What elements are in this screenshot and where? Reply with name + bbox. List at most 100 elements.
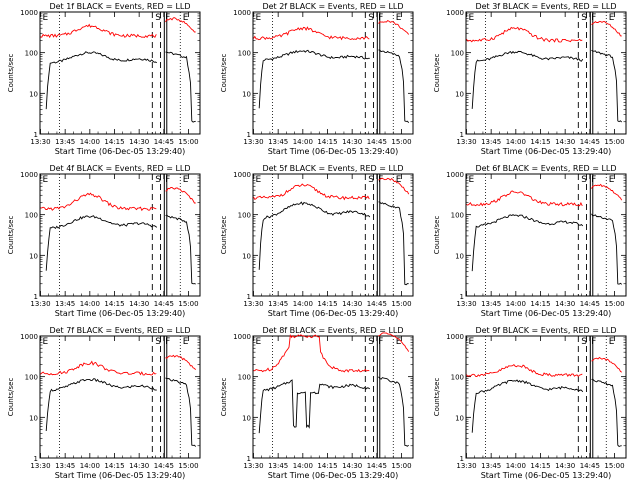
x-axis-label: Start Time (06-Dec-05 13:29:40): [481, 147, 612, 156]
x-tick-label: 14:00: [293, 300, 313, 308]
events-line-segment-2: [591, 378, 622, 448]
panel-title: Det 9f BLACK = Events, RED = LLD: [475, 326, 616, 335]
marker-label-s: S: [368, 337, 374, 347]
x-tick-label: 14:45: [367, 300, 387, 308]
x-tick-label: 14:30: [555, 462, 575, 470]
x-tick-label: 13:30: [243, 462, 263, 470]
x-tick-label: 14:45: [580, 462, 600, 470]
x-tick-label: 13:45: [268, 300, 288, 308]
panel-title: Det 2f BLACK = Events, RED = LLD: [262, 2, 403, 11]
x-tick-label: 14:15: [317, 300, 337, 308]
x-tick-label: 13:30: [243, 300, 263, 308]
x-tick-label: 14:45: [367, 462, 387, 470]
y-tick-label: 10: [29, 414, 38, 422]
events-line-segment-2: [165, 377, 197, 447]
x-tick-label: 14:00: [506, 462, 526, 470]
x-tick-label: 14:15: [104, 300, 124, 308]
plot-frame: [252, 173, 414, 297]
y-tick-label: 100: [25, 50, 38, 58]
lld-line-segment-2: [378, 20, 410, 35]
lld-line-segment-1: [466, 26, 583, 43]
y-axis-label: Counts/sec: [220, 54, 228, 93]
marker-label-s: S: [155, 13, 161, 23]
marker-label-s: S: [368, 175, 374, 185]
marker-label-f: F: [591, 175, 596, 185]
x-tick-label: 14:15: [530, 138, 550, 146]
y-tick-label: 10: [242, 252, 251, 260]
events-line-segment-1: [45, 51, 158, 110]
marker-label-e: E: [42, 175, 48, 185]
panel-title: Det 3f BLACK = Events, RED = LLD: [475, 2, 616, 11]
x-tick-label: 14:15: [104, 138, 124, 146]
y-axis-label: Counts/sec: [433, 378, 441, 417]
y-tick-label: 10: [455, 414, 464, 422]
x-tick-label: 14:15: [104, 462, 124, 470]
events-line-segment-2: [165, 51, 196, 123]
marker-label-e: E: [42, 337, 48, 347]
x-tick-label: 15:00: [391, 300, 411, 308]
x-tick-label: 14:45: [580, 300, 600, 308]
detector-panel-8: Det 8f BLACK = Events, RED = LLD Counts/s…: [220, 326, 414, 480]
x-axis-label: Start Time (06-Dec-05 13:29:40): [481, 309, 612, 318]
y-tick-label: 1000: [233, 9, 251, 17]
panel-title: Det 4f BLACK = Events, RED = LLD: [49, 164, 190, 173]
y-tick-label: 1: [34, 131, 38, 139]
plot-frame: [465, 11, 627, 135]
y-axis-label: Counts/sec: [7, 216, 15, 255]
x-tick-label: 14:30: [129, 462, 149, 470]
panel-title: Det 8f BLACK = Events, RED = LLD: [262, 326, 403, 335]
events-line-segment-2: [165, 214, 196, 285]
lld-line-segment-1: [466, 190, 583, 207]
panel-title: Det 6f BLACK = Events, RED = LLD: [475, 164, 616, 173]
x-tick-label: 13:45: [481, 138, 501, 146]
y-tick-label: 10: [455, 252, 464, 260]
y-tick-label: 1: [247, 455, 251, 463]
marker-label-e2: E: [396, 175, 402, 185]
events-line-segment-2: [378, 376, 409, 447]
y-tick-label: 1000: [446, 9, 464, 17]
x-tick-label: 13:30: [30, 462, 50, 470]
marker-label-e2: E: [183, 13, 189, 23]
lld-line-segment-1: [253, 183, 370, 201]
x-tick-label: 14:00: [293, 138, 313, 146]
marker-label-e2: E: [609, 175, 615, 185]
y-tick-label: 100: [238, 50, 251, 58]
detector-panel-9: Det 9f BLACK = Events, RED = LLD Counts/s…: [433, 326, 627, 480]
y-tick-label: 1000: [20, 333, 38, 341]
y-tick-label: 10: [242, 90, 251, 98]
y-tick-label: 1000: [446, 333, 464, 341]
marker-label-e2: E: [609, 337, 615, 347]
y-tick-label: 1: [34, 293, 38, 301]
events-line-segment-1: [471, 379, 584, 433]
x-tick-label: 13:45: [481, 300, 501, 308]
marker-label-f: F: [378, 175, 383, 185]
x-axis-label: Start Time (06-Dec-05 13:29:40): [55, 147, 186, 156]
lld-line-segment-2: [165, 187, 196, 204]
y-tick-label: 1000: [233, 333, 251, 341]
marker-label-f: F: [591, 13, 596, 23]
x-tick-label: 15:00: [604, 300, 624, 308]
y-tick-label: 100: [451, 374, 464, 382]
y-tick-label: 1000: [20, 171, 38, 179]
marker-label-e: E: [468, 13, 474, 23]
x-tick-label: 15:00: [604, 462, 624, 470]
marker-label-s: S: [155, 337, 161, 347]
x-tick-label: 14:00: [80, 462, 100, 470]
detector-panel-4: Det 4f BLACK = Events, RED = LLD Counts/s…: [7, 164, 201, 318]
y-tick-label: 100: [238, 374, 251, 382]
detector-panel-3: Det 3f BLACK = Events, RED = LLD Counts/s…: [433, 2, 627, 156]
y-tick-label: 10: [242, 414, 251, 422]
y-axis-label: Counts/sec: [433, 54, 441, 93]
events-line-segment-1: [471, 50, 584, 109]
events-line-segment-2: [378, 201, 409, 286]
marker-label-f: F: [165, 175, 170, 185]
marker-label-e: E: [42, 13, 48, 23]
lld-line-segment-2: [591, 183, 623, 201]
x-tick-label: 13:45: [55, 462, 75, 470]
marker-label-e2: E: [183, 337, 189, 347]
y-axis-label: Counts/sec: [433, 216, 441, 255]
marker-label-f: F: [165, 337, 170, 347]
x-tick-label: 14:45: [154, 462, 174, 470]
y-tick-label: 1: [460, 131, 464, 139]
